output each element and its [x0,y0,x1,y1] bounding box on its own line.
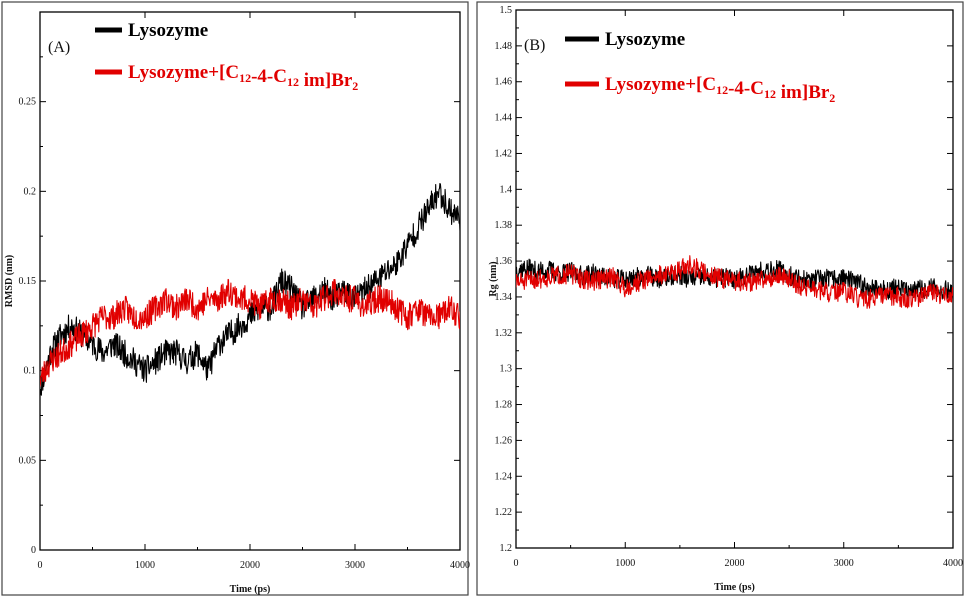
y-tick-label: 0.1 [24,366,37,377]
x-tick-label: 1000 [615,558,635,569]
x-axis-label: Time (ps) [230,584,271,595]
y-tick-label: 1.22 [495,507,513,518]
y-axis-label: Rg (nm) [488,261,499,296]
x-axis-label: Time (ps) [714,582,755,593]
y-tick-label: 1.4 [500,184,513,195]
y-tick-label: 0.2 [24,186,37,197]
y-tick-label: 1.2 [500,543,513,554]
y-tick-label: 0.15 [19,276,37,287]
x-tick-label: 4000 [450,560,470,571]
x-tick-label: 2000 [725,558,745,569]
y-axis-label: RMSD (nm) [4,255,15,308]
y-tick-label: 0 [31,545,36,556]
y-tick-label: 1.38 [495,220,513,231]
y-tick-label: 1.44 [495,113,513,124]
y-tick-label: 0.25 [19,97,37,108]
series-line-lysozyme [40,182,460,396]
y-tick-label: 1.42 [495,148,513,159]
y-tick-label: 1.48 [495,41,513,52]
series-line-lysozyme-complex [40,278,460,387]
y-tick-label: 1.28 [495,400,513,411]
panel-label: (A) [48,39,70,56]
x-tick-label: 0 [514,558,519,569]
panel-a: 0 1000 2000 3000 4000 0 0.05 0.1 0.15 0.2 0.25 Time… [1,1,470,596]
y-tick-label: 0.05 [19,455,37,466]
panel-label: (B) [524,37,545,54]
legend-label: Lysozyme+[C12-4-C12 im]Br2 [128,62,358,93]
y-tick-label: 1.34 [495,292,513,303]
legend-label: Lysozyme [128,20,208,41]
legend-label: Lysozyme+[C12-4-C12 im]Br2 [605,74,835,105]
y-tick-label: 1.24 [495,471,513,482]
x-tick-label: 1000 [135,560,155,571]
y-tick-label: 1.3 [500,364,513,375]
x-tick-label: 3000 [834,558,854,569]
y-tick-label: 1.36 [495,256,513,267]
x-tick-label: 3000 [345,560,365,571]
x-tick-label: 0 [38,560,43,571]
y-tick-label: 1.32 [495,328,513,339]
panel-b: 0 1000 2000 3000 4000 1.2 1.22 1.24 1.26 1.28 1.3 1… [476,1,964,596]
y-tick-label: 1.46 [495,77,513,88]
legend-label: Lysozyme [605,29,685,50]
y-tick-label: 1.26 [495,435,513,446]
x-tick-label: 2000 [240,560,260,571]
series-line-lysozyme-complex [516,255,953,309]
x-tick-label: 4000 [943,558,963,569]
y-tick-label: 1.5 [500,5,513,16]
